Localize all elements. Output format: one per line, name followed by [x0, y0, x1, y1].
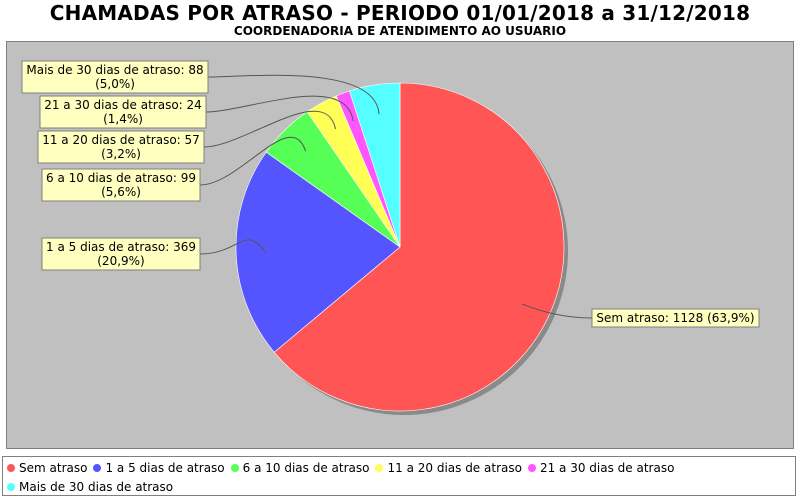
legend-label: Sem atraso	[19, 461, 88, 475]
pie-slice-6[interactable]	[349, 82, 401, 248]
slice-label-text: (3,2%)	[101, 147, 141, 161]
legend-swatch	[527, 464, 536, 472]
chart-subtitle: COORDENADORIA DE ATENDIMENTO AO USUARIO	[233, 24, 567, 38]
slice-label-text: (5,6%)	[101, 185, 141, 199]
legend: Sem atraso 1 a 5 dias de atraso 6 a 10 dia…	[2, 456, 796, 496]
leader-line-1	[521, 303, 593, 319]
slice-label-6: Mais de 30 dias de atraso: 88(5,0%)	[21, 60, 209, 94]
slice-label-text: (5,0%)	[95, 77, 135, 91]
leader-line-6	[207, 74, 380, 115]
legend-swatch	[375, 464, 384, 472]
legend-item-6[interactable]: Mais de 30 dias de atraso	[7, 478, 173, 497]
pie-chart: Sem atraso: 1128 (63,9%) 1 a 5 dias de at…	[21, 60, 760, 415]
slice-label-2: 1 a 5 dias de atraso: 369(20,9%)	[41, 237, 201, 271]
legend-label: 1 a 5 dias de atraso	[105, 461, 225, 475]
plot-area: Sem atraso: 1128 (63,9%) 1 a 5 dias de at…	[6, 41, 794, 449]
legend-label: 6 a 10 dias de atraso	[242, 461, 370, 475]
legend-item-1[interactable]: Sem atraso	[7, 459, 87, 478]
leader-line-2	[199, 239, 267, 255]
legend-item-5[interactable]: 21 a 30 dias de atraso	[527, 459, 675, 478]
slice-label-text: 11 a 20 dias de atraso: 57	[42, 133, 200, 147]
legend-item-3[interactable]: 6 a 10 dias de atraso	[230, 459, 370, 478]
legend-label: 21 a 30 dias de atraso	[539, 461, 675, 475]
leader-line-5	[205, 95, 354, 122]
legend-label: 11 a 20 dias de atraso	[387, 461, 522, 475]
slice-label-text: (20,9%)	[97, 254, 144, 268]
legend-item-2[interactable]: 1 a 5 dias de atraso	[93, 459, 225, 478]
slice-label-1: Sem atraso: 1128 (63,9%)	[591, 308, 760, 328]
slice-label-5: 21 a 30 dias de atraso: 24(1,4%)	[39, 95, 207, 129]
pie-slice-1[interactable]	[273, 82, 565, 412]
legend-swatch	[7, 464, 15, 472]
chart-title: CHAMADAS POR ATRASO - PERIODO 01/01/2018…	[49, 1, 751, 25]
pie-slice-2[interactable]	[235, 151, 401, 353]
slice-label-text: 6 a 10 dias de atraso: 99	[46, 171, 196, 185]
slice-label-text: 1 a 5 dias de atraso: 369	[46, 240, 196, 254]
slice-label-text: Sem atraso: 1128 (63,9%)	[596, 311, 754, 325]
legend-swatch	[7, 483, 15, 491]
slice-label-3: 6 a 10 dias de atraso: 99(5,6%)	[41, 168, 201, 202]
slice-label-text: 21 a 30 dias de atraso: 24	[44, 98, 202, 112]
leader-line-4	[203, 110, 336, 148]
slice-label-4: 11 a 20 dias de atraso: 57(3,2%)	[37, 130, 205, 164]
legend-swatch	[93, 464, 102, 472]
slice-label-text: Mais de 30 dias de atraso: 88	[26, 63, 203, 77]
legend-item-4[interactable]: 11 a 20 dias de atraso	[375, 459, 522, 478]
slice-label-text: (1,4%)	[103, 112, 143, 126]
legend-label: Mais de 30 dias de atraso	[19, 480, 174, 494]
legend-swatch	[230, 464, 239, 472]
leader-line-3	[199, 136, 307, 186]
